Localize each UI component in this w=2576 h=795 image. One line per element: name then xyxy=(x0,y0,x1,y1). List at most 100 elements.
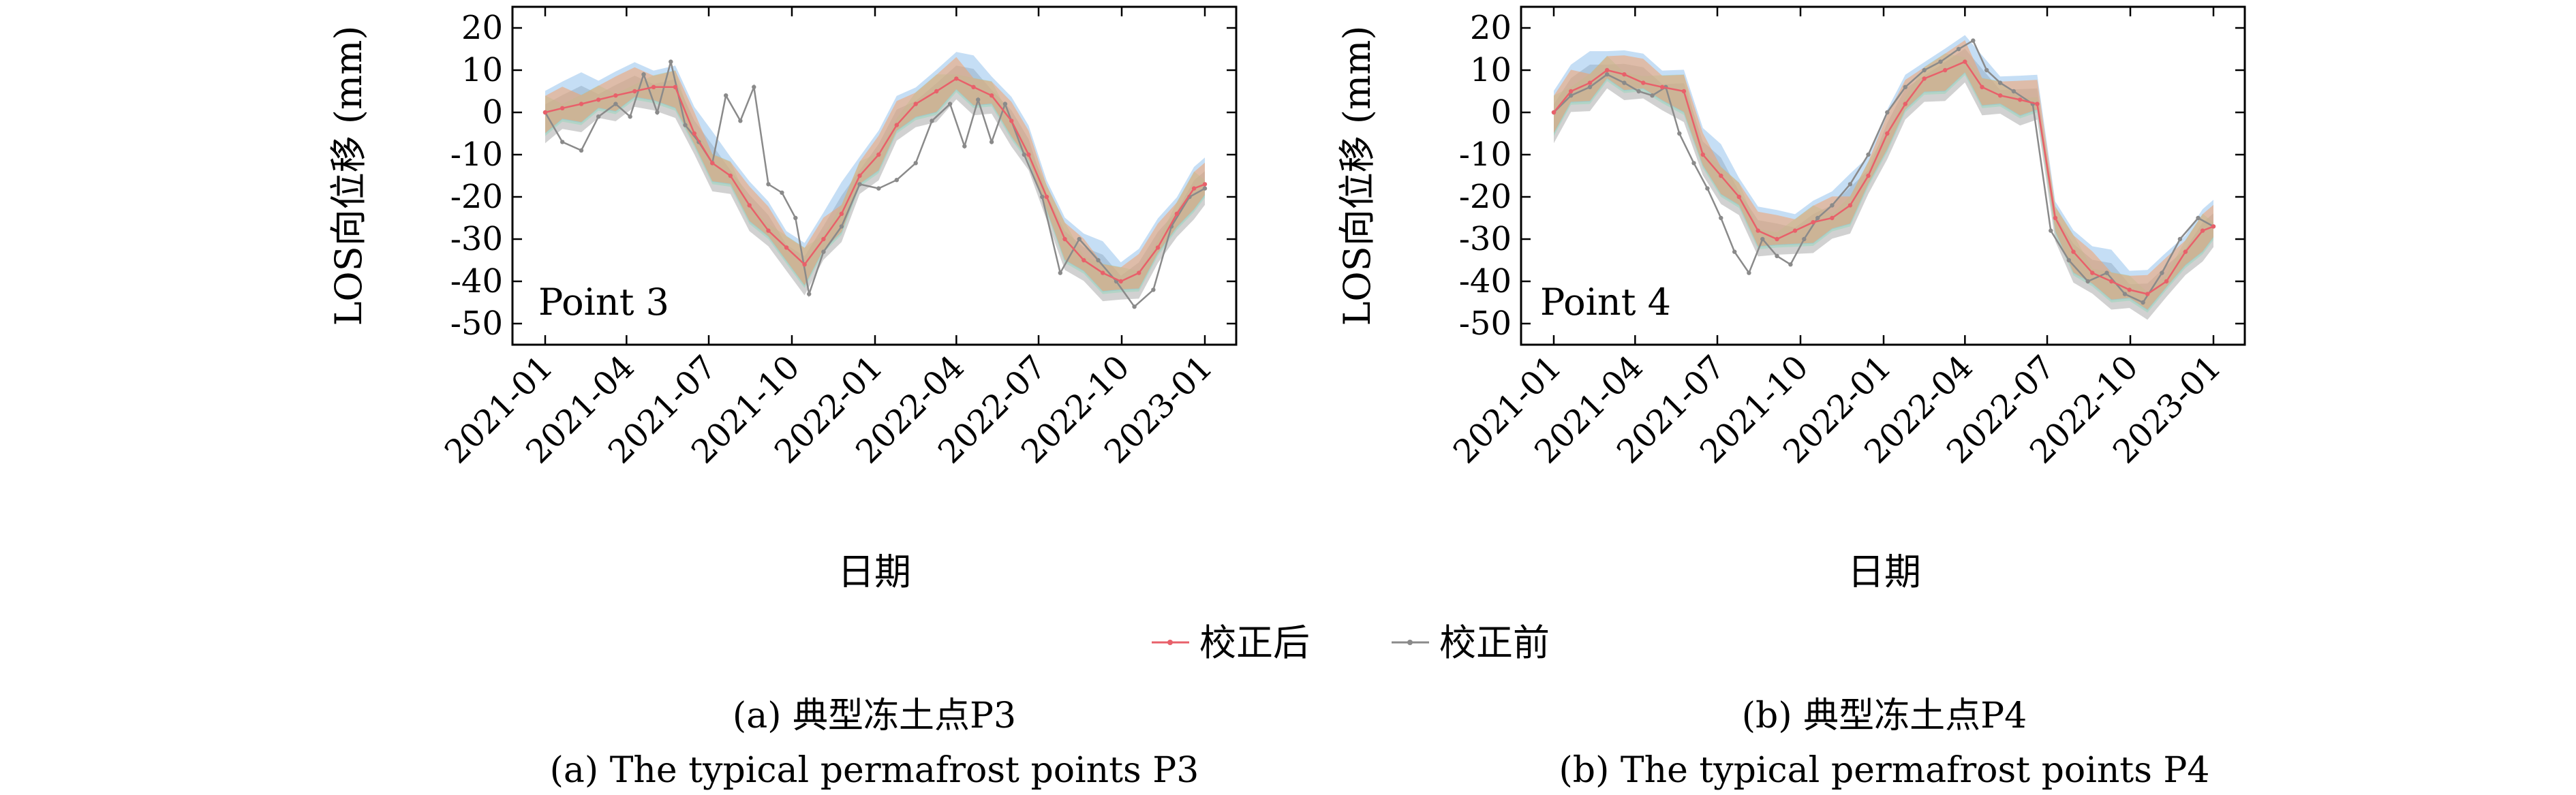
data-point-uncorrected xyxy=(1605,72,1610,77)
data-point-uncorrected xyxy=(821,249,826,254)
data-point-uncorrected xyxy=(1760,236,1765,242)
data-point-corrected xyxy=(954,76,959,81)
data-point-uncorrected xyxy=(1650,93,1655,98)
y-tick-label: 0 xyxy=(1490,93,1512,131)
data-point-corrected xyxy=(1830,215,1835,221)
data-point-uncorrected xyxy=(1866,152,1871,157)
data-point-corrected xyxy=(1885,131,1890,136)
data-point-uncorrected xyxy=(1622,80,1627,85)
data-point-corrected xyxy=(1963,59,1967,64)
data-point-corrected xyxy=(2018,97,2023,102)
data-point-uncorrected xyxy=(1922,67,1927,73)
data-point-uncorrected xyxy=(1705,186,1710,191)
data-point-uncorrected xyxy=(2104,270,2109,275)
y-axis-title: LOS向位移 (mm) xyxy=(1336,26,1379,326)
data-point-corrected xyxy=(1755,228,1760,233)
data-point-uncorrected xyxy=(1636,89,1641,94)
data-point-uncorrected xyxy=(724,93,729,98)
data-point-corrected xyxy=(579,102,584,106)
data-point-uncorrected xyxy=(1719,215,1723,221)
y-tick-label: -50 xyxy=(1459,305,1512,343)
caption-b-en: (b) The typical permafrost points P4 xyxy=(1559,750,2210,791)
band-orange xyxy=(1554,40,2213,310)
data-point-corrected xyxy=(2211,224,2216,229)
data-point-corrected xyxy=(1044,194,1049,200)
x-axis-title: 日期 xyxy=(838,550,911,593)
legend-marker-corrected xyxy=(1167,640,1173,645)
data-point-uncorrected xyxy=(1984,67,1989,73)
data-point-corrected xyxy=(1641,80,1646,85)
data-point-corrected xyxy=(1775,236,1779,242)
y-tick-label: -50 xyxy=(450,305,503,343)
data-point-uncorrected xyxy=(2160,270,2164,275)
data-point-corrected xyxy=(1551,110,1557,115)
data-point-corrected xyxy=(1155,245,1161,250)
data-point-uncorrected xyxy=(962,144,967,149)
data-point-uncorrected xyxy=(669,59,673,64)
data-point-uncorrected xyxy=(913,161,918,166)
data-point-uncorrected xyxy=(1022,152,1027,157)
y-tick-label: -10 xyxy=(1459,136,1512,174)
data-point-corrected xyxy=(2090,270,2095,275)
data-point-corrected xyxy=(1811,220,1815,225)
data-point-corrected xyxy=(2145,292,2150,296)
data-point-uncorrected xyxy=(641,72,646,77)
data-point-uncorrected xyxy=(560,140,565,144)
data-point-uncorrected xyxy=(2122,292,2128,296)
data-point-corrected xyxy=(821,236,826,242)
data-point-uncorrected xyxy=(579,148,584,153)
data-point-uncorrected xyxy=(857,182,862,187)
data-point-uncorrected xyxy=(738,119,743,123)
data-point-uncorrected xyxy=(1202,186,1208,191)
data-point-corrected xyxy=(747,203,752,208)
data-point-corrected xyxy=(989,93,994,98)
data-point-corrected xyxy=(1700,152,1705,157)
point-annotation: Point 3 xyxy=(538,281,669,324)
data-point-corrected xyxy=(651,84,656,89)
data-point-uncorrected xyxy=(1830,203,1835,208)
y-axis-title: LOS向位移 (mm) xyxy=(327,26,370,326)
data-point-uncorrected xyxy=(1971,38,1976,43)
data-point-corrected xyxy=(1605,67,1610,73)
data-point-uncorrected xyxy=(1058,270,1063,275)
data-point-uncorrected xyxy=(766,182,771,187)
data-point-uncorrected xyxy=(1815,215,1820,221)
data-point-uncorrected xyxy=(1956,46,1961,52)
data-point-corrected xyxy=(934,89,939,94)
data-point-corrected xyxy=(1922,76,1927,81)
data-point-corrected xyxy=(1943,67,1948,73)
data-point-uncorrected xyxy=(2085,279,2090,284)
data-point-uncorrected xyxy=(1569,93,1574,98)
data-point-uncorrected xyxy=(1002,102,1008,106)
data-point-corrected xyxy=(857,173,862,178)
data-point-uncorrected xyxy=(596,114,601,119)
y-tick-label: -40 xyxy=(1459,262,1512,300)
data-point-uncorrected xyxy=(876,186,881,191)
data-point-uncorrected xyxy=(613,102,618,106)
data-point-corrected xyxy=(2035,102,2040,106)
data-point-uncorrected xyxy=(1788,262,1793,267)
data-point-corrected xyxy=(613,93,618,98)
data-point-uncorrected xyxy=(2141,300,2145,305)
data-point-corrected xyxy=(542,110,548,115)
data-point-corrected xyxy=(1736,194,1741,200)
data-point-corrected xyxy=(1719,173,1723,178)
data-point-uncorrected xyxy=(1732,249,1737,254)
data-point-uncorrected xyxy=(2196,215,2201,221)
data-point-uncorrected xyxy=(1077,236,1082,242)
data-point-corrected xyxy=(1082,258,1086,263)
data-point-corrected xyxy=(971,84,976,89)
data-point-uncorrected xyxy=(1096,258,1101,263)
caption-a-cn: (a) 典型冻土点P3 xyxy=(733,696,1016,736)
y-tick-label: -30 xyxy=(450,220,503,258)
data-point-corrected xyxy=(766,228,771,233)
y-tick-label: 20 xyxy=(461,9,503,47)
data-point-corrected xyxy=(913,102,918,106)
data-point-uncorrected xyxy=(894,178,900,183)
data-point-uncorrected xyxy=(1847,182,1853,187)
data-point-uncorrected xyxy=(793,215,798,221)
legend-marker-uncorrected xyxy=(1407,640,1413,645)
data-point-uncorrected xyxy=(1802,236,1807,242)
data-point-uncorrected xyxy=(1775,253,1779,258)
y-tick-label: -20 xyxy=(450,178,503,216)
